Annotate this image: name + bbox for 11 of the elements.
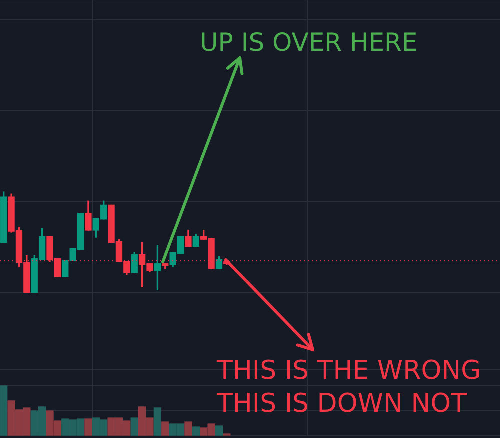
annotation: THIS IS DOWN NOT [217, 389, 468, 419]
bar [215, 426, 224, 436]
annotation: THIS IS THE WRONG [217, 356, 482, 386]
text: UP IS OVER HERE [200, 28, 418, 57]
bar [84, 418, 92, 436]
bar [0, 386, 8, 436]
bar [154, 408, 162, 436]
bar [192, 426, 200, 436]
bar [184, 422, 192, 436]
bar [130, 418, 138, 436]
bar [162, 422, 170, 436]
